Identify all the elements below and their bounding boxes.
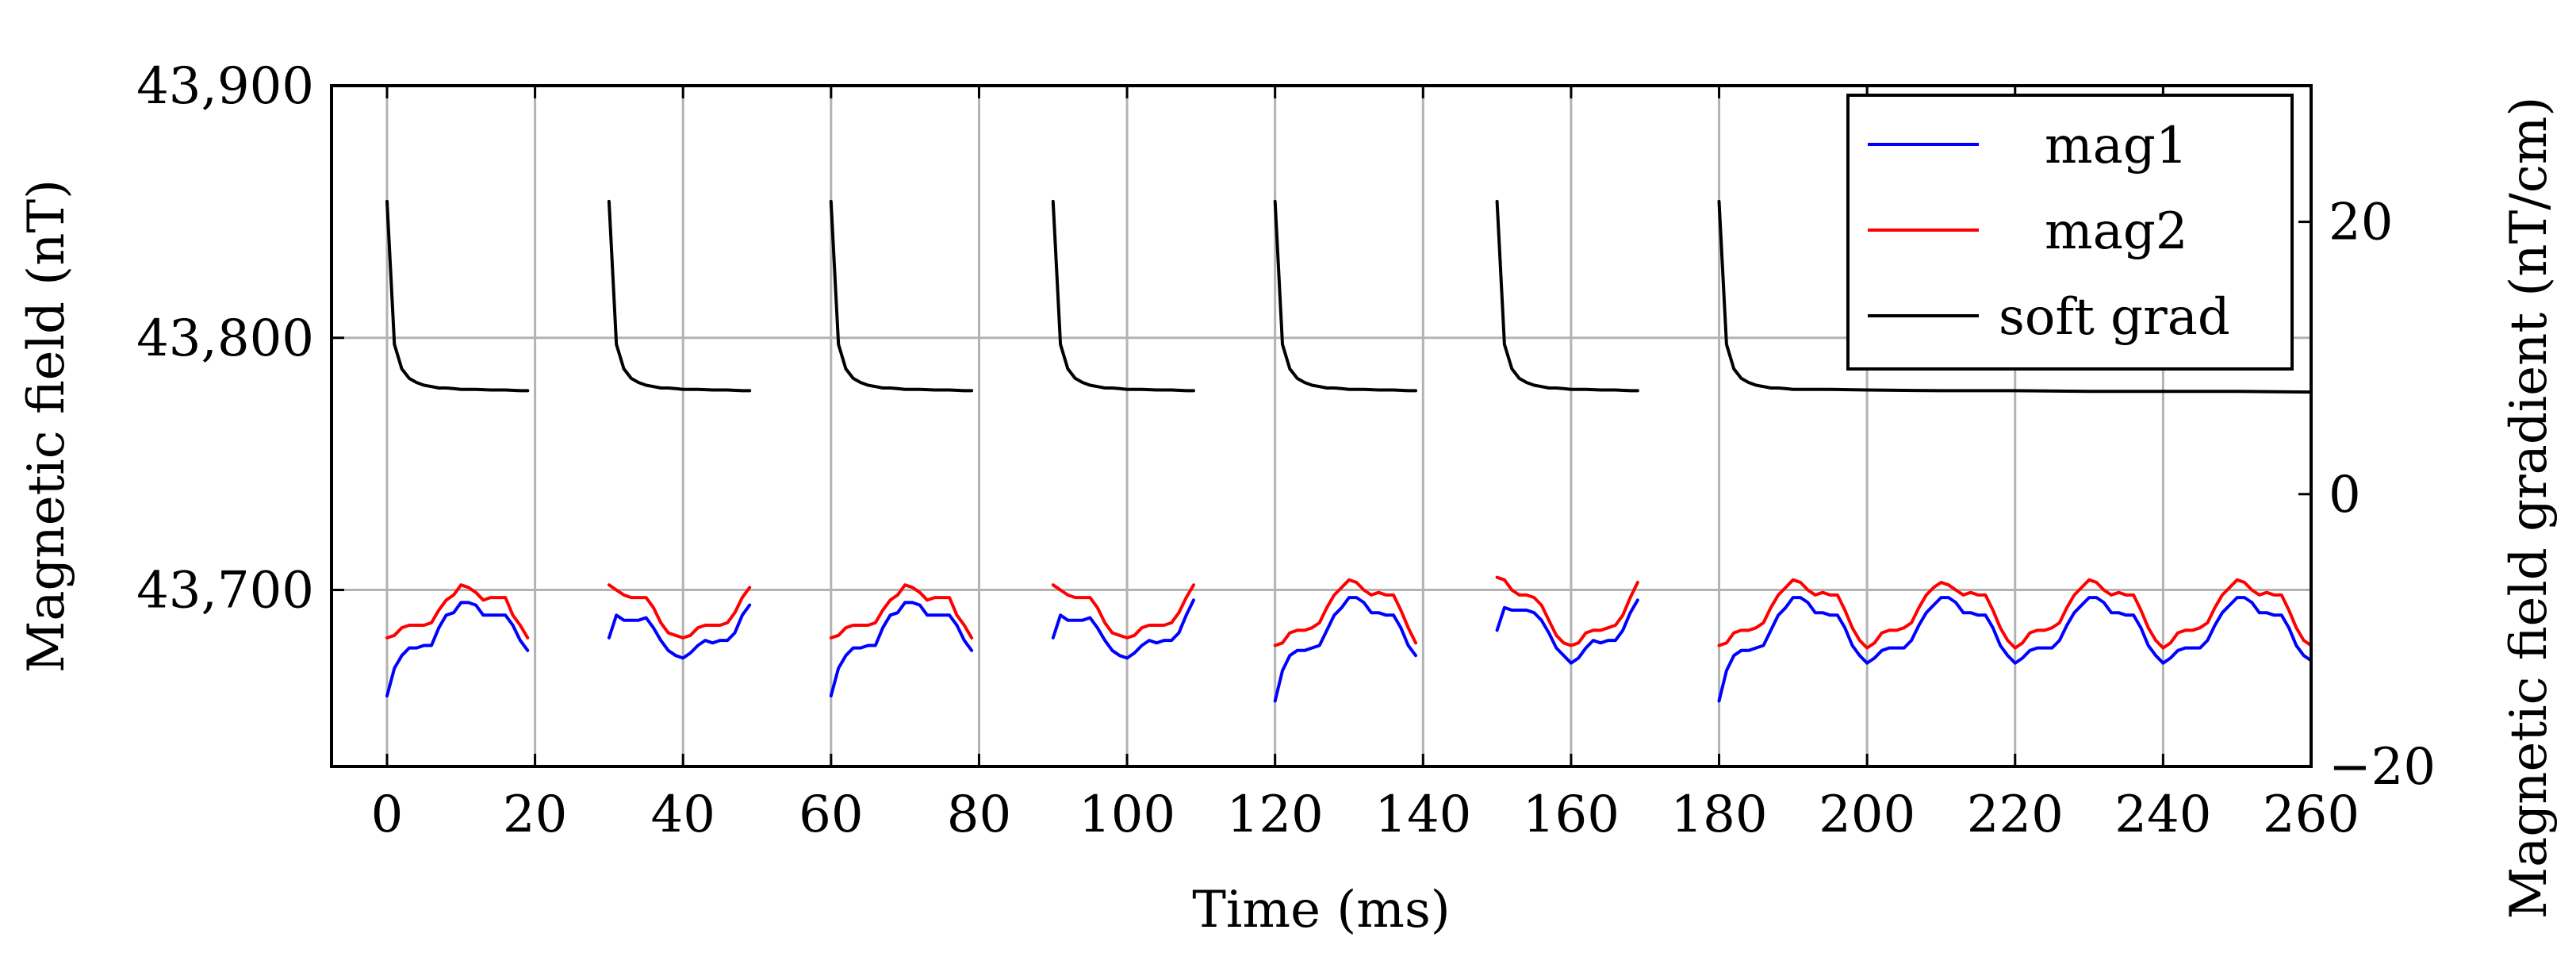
x-tick-label: 180 xyxy=(1670,786,1767,844)
series-line-mag1 xyxy=(1051,598,1195,660)
y-tick-label: 43,800 xyxy=(136,309,314,368)
series-line-mag2 xyxy=(1717,578,2313,650)
series-line-soft-grad xyxy=(1273,199,1417,393)
x-tick-label: 80 xyxy=(947,786,1011,844)
series-line-soft-grad xyxy=(607,199,752,393)
y2-axis-label: Magnetic field gradient (nT/cm) xyxy=(2500,97,2559,920)
series-line-mag2 xyxy=(829,583,974,640)
y2-tick-label: 20 xyxy=(2329,194,2393,252)
y-axis-label: Magnetic field (nT) xyxy=(17,179,76,673)
x-tick-label: 120 xyxy=(1227,786,1324,844)
x-tick-label: 260 xyxy=(2263,786,2359,844)
x-axis-label: Time (ms) xyxy=(1192,881,1451,939)
series-line-soft-grad xyxy=(829,199,974,393)
series-line-mag1 xyxy=(385,601,530,697)
y-tick-label: 43,700 xyxy=(136,562,314,620)
legend-label-mag2: mag2 xyxy=(2045,202,2188,261)
x-tick-label: 20 xyxy=(503,786,567,844)
x-tick-label: 40 xyxy=(650,786,715,844)
x-tick-label: 160 xyxy=(1523,786,1620,844)
series-line-mag2 xyxy=(607,583,752,640)
axis-ticks: 0 20 40 60 80 100 120 140 160 180 200 220 240 26043,7… xyxy=(136,57,2436,844)
series-line-soft-grad xyxy=(1495,199,1639,393)
x-tick-label: 200 xyxy=(1819,786,1915,844)
legend-label-mag1: mag1 xyxy=(2045,117,2188,175)
legend-label-soft-grad: soft grad xyxy=(1999,288,2230,347)
plot-frame xyxy=(330,84,2313,768)
legend: mag1 mag2 soft grad xyxy=(1846,94,2294,371)
series-line-mag2 xyxy=(385,583,530,640)
y2-tick-label: 0 xyxy=(2329,466,2361,524)
x-tick-label: 220 xyxy=(1967,786,2064,844)
series-line-mag1 xyxy=(829,601,974,697)
y-tick-label: 43,900 xyxy=(136,57,314,116)
x-tick-label: 240 xyxy=(2114,786,2211,844)
series-line-mag2 xyxy=(1051,583,1195,640)
x-tick-label: 60 xyxy=(799,786,863,844)
series-line-mag1 xyxy=(1495,598,1639,665)
series-line-soft-grad xyxy=(1051,199,1195,393)
series-line-mag1 xyxy=(1717,596,2313,703)
legend-box xyxy=(1846,94,2294,371)
series-line-soft-grad xyxy=(1717,199,2313,394)
series-line-mag1 xyxy=(1273,596,1417,703)
series-line-soft-grad xyxy=(385,199,530,393)
x-tick-label: 0 xyxy=(371,786,404,844)
series-line-mag1 xyxy=(607,603,752,660)
plot-series xyxy=(385,199,2313,703)
series-line-mag2 xyxy=(1495,575,1639,647)
series-line-mag2 xyxy=(1273,578,1417,647)
x-tick-label: 140 xyxy=(1374,786,1471,844)
y2-tick-label: −20 xyxy=(2329,738,2436,797)
x-tick-label: 100 xyxy=(1079,786,1175,844)
